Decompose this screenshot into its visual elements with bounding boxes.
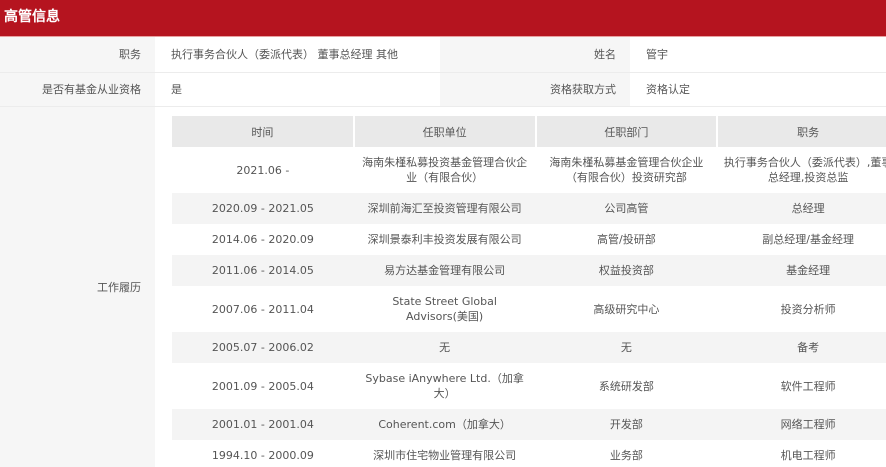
method-value: 资格认定 <box>646 83 690 96</box>
table-row: 2007.06 - 2011.04 State Street Global Adv… <box>172 286 886 332</box>
table-row: 2001.01 - 2001.04 Coherent.com（加拿大） 开发部 网络工… <box>172 409 886 440</box>
table-cell: 海南朱槿私募投资基金管理合伙企业（有限合伙） <box>362 156 528 184</box>
table-cell: 高管/投研部 <box>597 233 656 246</box>
qualification-value: 是 <box>171 83 182 96</box>
table-cell: 软件工程师 <box>780 379 836 393</box>
qualification-label: 是否有基金从业资格 <box>0 73 155 106</box>
column-header: 任职单位 <box>353 116 537 147</box>
table-cell: 无 <box>535 332 718 363</box>
table-cell: 开发部 <box>535 409 718 440</box>
table-cell: State Street Global Advisors(美国) <box>392 295 497 323</box>
table-row: 2021.06 - 海南朱槿私募投资基金管理合伙企业（有限合伙） 海南朱槿私募基金管… <box>172 147 886 193</box>
table-cell: 2020.09 - 2021.05 <box>172 193 354 224</box>
position-value: 执行事务合伙人（委派代表） 董事总经理 其他 <box>171 48 398 61</box>
table-cell: 基金经理 <box>717 255 886 286</box>
info-row-qualification: 是否有基金从业资格 是 资格获取方式 资格认定 <box>0 73 886 107</box>
column-header: 时间 <box>172 116 355 147</box>
column-header: 职务 <box>717 116 886 147</box>
table-cell: 2011.06 - 2014.05 <box>172 255 354 286</box>
section-title: 高管信息 <box>0 0 886 37</box>
position-label: 职务 <box>0 37 155 72</box>
table-cell: 易方达基金管理有限公司 <box>353 255 536 286</box>
method-label: 资格获取方式 <box>440 73 630 106</box>
table-cell: 无 <box>353 332 536 363</box>
table-row: 2005.07 - 2006.02 无无备考 <box>172 332 886 363</box>
table-row: 2011.06 - 2014.05 易方达基金管理有限公司 权益投资部 基金经理 <box>172 255 886 286</box>
name-value: 管宇 <box>646 48 668 61</box>
column-header: 任职部门 <box>535 116 719 147</box>
table-cell: 2005.07 - 2006.02 <box>172 332 354 363</box>
table-cell: 高级研究中心 <box>593 302 660 316</box>
work-history-label: 工作履历 <box>0 107 155 467</box>
table-cell: 投资分析师 <box>780 302 836 316</box>
table-cell: 海南朱槿私募基金管理合伙企业（有限合伙）投资研究部 <box>549 156 704 184</box>
table-cell: 机电工程师 <box>780 449 836 462</box>
table-cell: 备考 <box>717 332 886 363</box>
info-row-position: 职务 执行事务合伙人（委派代表） 董事总经理 其他 姓名 管宇 <box>0 37 886 73</box>
table-cell: Coherent.com（加拿大） <box>353 409 536 440</box>
table-cell: 系统研发部 <box>598 379 654 393</box>
table-cell: 深圳前海汇至投资管理有限公司 <box>353 193 536 224</box>
table-cell: 深圳市住宅物业管理有限公司 <box>373 449 517 462</box>
table-cell: 公司高管 <box>535 193 718 224</box>
table-row: 2001.09 - 2005.04 Sybase iAnywhere Ltd.（加… <box>172 363 886 409</box>
table-cell: 2014.06 - 2020.09 <box>211 233 314 246</box>
table-cell: 业务部 <box>609 449 643 462</box>
name-label: 姓名 <box>440 37 630 72</box>
table-cell: 2021.06 - <box>236 163 290 177</box>
table-row: 1994.10 - 2000.09 深圳市住宅物业管理有限公司 业务部 机电工程师 <box>172 440 886 467</box>
table-cell: 2001.01 - 2001.04 <box>172 409 354 440</box>
table-cell: 2001.09 - 2005.04 <box>211 379 314 393</box>
table-cell: 执行事务合伙人（委派代表）,董事总经理,投资总监 <box>723 156 886 184</box>
table-cell: 权益投资部 <box>535 255 718 286</box>
table-cell: 总经理 <box>717 193 886 224</box>
table-cell: 副总经理/基金经理 <box>762 233 854 246</box>
table-cell: 网络工程师 <box>717 409 886 440</box>
table-row: 2020.09 - 2021.05 深圳前海汇至投资管理有限公司 公司高管 总经理 <box>172 193 886 224</box>
work-history-table: 时间 任职单位 任职部门 职务 2021.06 - 海南朱槿私募投资基金管理合伙企业（有… <box>172 116 886 467</box>
table-cell: Sybase iAnywhere Ltd.（加拿大） <box>365 372 524 400</box>
table-row: 2014.06 - 2020.09 深圳景泰利丰投资发展有限公司 高管/投研部 副总经… <box>172 224 886 255</box>
table-cell: 2007.06 - 2011.04 <box>211 302 314 316</box>
work-history: 工作履历 时间 任职单位 任职部门 职务 2021.06 - 海南朱槿私募投资基金管理合… <box>0 107 886 467</box>
table-cell: 深圳景泰利丰投资发展有限公司 <box>367 233 522 246</box>
table-cell: 1994.10 - 2000.09 <box>211 449 314 462</box>
